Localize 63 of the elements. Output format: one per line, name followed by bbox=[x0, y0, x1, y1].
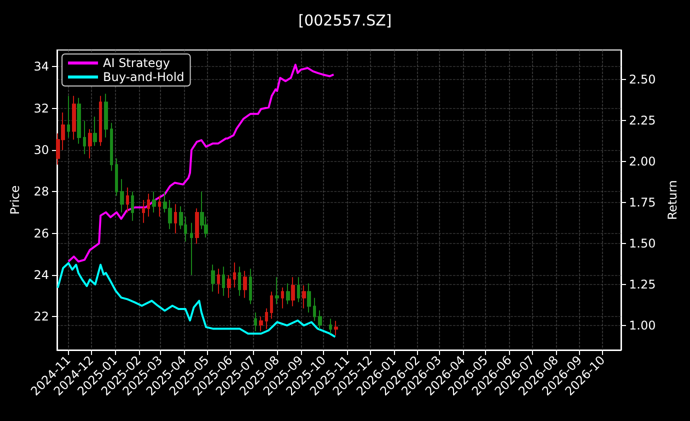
y2-tick-label: 1.75 bbox=[629, 195, 656, 210]
y-tick-label: 32 bbox=[34, 101, 49, 116]
candlestick bbox=[275, 276, 279, 305]
y2-tick-label: 2.00 bbox=[629, 154, 656, 168]
y-tick-label: 34 bbox=[34, 60, 49, 74]
candlestick bbox=[131, 191, 134, 222]
candlestick bbox=[334, 320, 338, 336]
candlestick bbox=[104, 93, 108, 138]
candlestick bbox=[233, 262, 236, 288]
y2-tick-label: 1.00 bbox=[629, 318, 656, 332]
candlestick bbox=[238, 266, 241, 296]
candlestick bbox=[83, 120, 86, 155]
candlestick bbox=[152, 191, 156, 213]
legend-label: AI Strategy bbox=[103, 56, 170, 70]
y2-tick-label: 1.50 bbox=[629, 236, 656, 250]
y2-tick-label: 2.25 bbox=[629, 113, 656, 128]
candlestick bbox=[190, 222, 193, 276]
candlestick bbox=[222, 266, 225, 296]
candlestick bbox=[174, 204, 177, 234]
candlestick bbox=[115, 158, 118, 196]
y-tick-label: 24 bbox=[34, 268, 49, 282]
candlestick bbox=[270, 291, 273, 320]
candlestick bbox=[126, 187, 129, 213]
y2-axis-title: Return bbox=[666, 180, 680, 220]
y-tick-label: 30 bbox=[34, 143, 49, 157]
candlestick bbox=[281, 287, 284, 309]
chart-title: [002557.SZ] bbox=[298, 12, 392, 30]
candlestick bbox=[249, 268, 252, 305]
candlestick bbox=[291, 276, 295, 307]
candlestick bbox=[302, 284, 306, 309]
candlestick bbox=[313, 297, 316, 322]
candlestick bbox=[297, 276, 300, 303]
candlestick bbox=[93, 116, 97, 146]
y-axis-title: Price bbox=[8, 185, 22, 215]
candlestick bbox=[110, 122, 113, 172]
candlestick bbox=[259, 316, 263, 332]
candlestick bbox=[142, 200, 145, 224]
candlestick bbox=[158, 195, 161, 218]
candlestick bbox=[307, 282, 311, 313]
candlestick bbox=[286, 282, 290, 305]
candlestick bbox=[99, 95, 102, 146]
y-tick-label: 28 bbox=[34, 184, 49, 199]
y-tick-label: 22 bbox=[34, 310, 49, 324]
legend-label: Buy-and-Hold bbox=[103, 70, 184, 84]
candlestick bbox=[211, 264, 215, 292]
candlestick bbox=[227, 274, 231, 298]
candlestick bbox=[67, 95, 70, 138]
candlestick bbox=[77, 97, 81, 144]
candlestick bbox=[147, 193, 150, 218]
candlestick bbox=[318, 310, 322, 330]
candlestick bbox=[254, 312, 257, 332]
candlestick bbox=[243, 270, 247, 298]
candlestick bbox=[120, 178, 124, 213]
y2-tick-label: 1.25 bbox=[629, 277, 656, 292]
candlestick bbox=[88, 128, 92, 159]
line-series bbox=[56, 262, 336, 338]
y-tick-label: 26 bbox=[34, 226, 49, 240]
candlestick bbox=[217, 268, 220, 294]
candlestick bbox=[329, 318, 332, 334]
candlestick bbox=[195, 208, 199, 244]
candlestick bbox=[72, 95, 76, 140]
y2-tick-label: 2.50 bbox=[629, 72, 656, 87]
candlestick bbox=[265, 308, 268, 330]
